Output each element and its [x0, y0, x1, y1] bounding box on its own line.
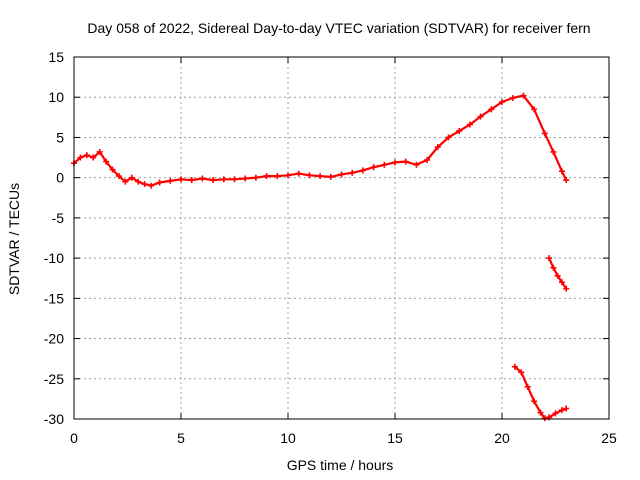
data-point: [456, 128, 463, 135]
data-point: [338, 171, 345, 178]
x-tick-label: 10: [280, 430, 296, 446]
data-point: [477, 113, 484, 120]
data-point: [103, 158, 110, 165]
data-point: [327, 173, 334, 180]
data-point: [135, 178, 142, 185]
data-point: [167, 177, 174, 184]
x-tick-label: 15: [387, 430, 403, 446]
tick-layer: 0 5 10 15 20 25 15 10 5 0 -5 -10 -15 -20 -25 -30: [44, 49, 617, 446]
data-point: [424, 156, 431, 163]
data-point: [83, 152, 90, 159]
data-point: [546, 255, 553, 262]
data-point: [285, 172, 291, 179]
data-point: [550, 264, 557, 271]
series-segment-3: [513, 365, 568, 420]
data-point: [552, 410, 559, 417]
x-tick-label: 25: [601, 430, 617, 446]
data-point: [563, 177, 570, 184]
x-tick-label: 5: [177, 430, 185, 446]
data-point: [558, 168, 565, 175]
data-point: [306, 172, 313, 179]
data-point: [317, 173, 324, 180]
data-point: [563, 285, 570, 292]
y-tick-label: -30: [44, 411, 64, 427]
y-tick-label: 0: [56, 170, 64, 186]
data-point: [511, 363, 518, 370]
data-point: [96, 148, 103, 155]
data-point: [128, 174, 135, 181]
data-point: [90, 154, 97, 161]
data-point: [242, 175, 249, 182]
plot-frame: [73, 56, 610, 420]
data-point: [115, 173, 122, 180]
data-point: [252, 174, 259, 181]
x-tick-label: 20: [494, 430, 510, 446]
data-point: [466, 121, 473, 128]
data-point: [188, 177, 195, 184]
x-tick-label: 0: [70, 430, 78, 446]
data-point: [541, 415, 548, 422]
data-point: [499, 99, 505, 106]
data-point: [563, 405, 570, 412]
data-point: [402, 158, 409, 165]
data-point: [554, 272, 561, 279]
data-point: [520, 92, 527, 99]
data-point: [413, 161, 420, 168]
data-point: [77, 154, 84, 161]
data-point: [558, 279, 565, 286]
data-point: [445, 134, 452, 141]
data-point: [231, 176, 238, 183]
data-point: [220, 176, 227, 183]
data-point: [148, 182, 155, 189]
data-point: [156, 179, 163, 186]
data-point: [381, 161, 388, 168]
y-axis-label: SDTVAR / TECUs: [6, 183, 22, 295]
data-point: [392, 159, 398, 166]
y-tick-label: -5: [52, 210, 65, 226]
data-point: [263, 173, 270, 180]
data-point: [359, 167, 366, 174]
data-point: [558, 407, 565, 414]
data-point: [178, 176, 184, 183]
x-axis-label: GPS time / hours: [287, 457, 394, 473]
data-point: [109, 166, 116, 173]
data-point: [531, 106, 538, 113]
data-point: [518, 369, 525, 376]
data-point: [434, 144, 441, 151]
y-tick-label: -25: [44, 371, 64, 387]
data-point: [210, 177, 217, 184]
data-point: [531, 398, 538, 405]
y-tick-label: -10: [44, 250, 64, 266]
data-point: [488, 106, 495, 113]
data-point: [509, 95, 516, 102]
data-point: [349, 169, 356, 176]
y-tick-label: 10: [48, 89, 64, 105]
data-point: [550, 148, 557, 155]
data-point: [537, 409, 544, 416]
y-tick-label: -20: [44, 331, 64, 347]
data-point: [274, 173, 281, 180]
data-point: [141, 181, 148, 188]
data-point: [199, 175, 206, 182]
data-point: [370, 164, 377, 171]
y-tick-label: 15: [48, 49, 64, 65]
y-tick-label: 5: [56, 129, 64, 145]
y-tick-label: -15: [44, 290, 64, 306]
series-layer: [71, 92, 570, 422]
data-point: [122, 178, 129, 185]
chart-title: Day 058 of 2022, Sidereal Day-to-day VTE…: [87, 20, 590, 36]
data-point: [541, 130, 548, 137]
data-point: [524, 383, 531, 390]
data-point: [295, 170, 302, 177]
